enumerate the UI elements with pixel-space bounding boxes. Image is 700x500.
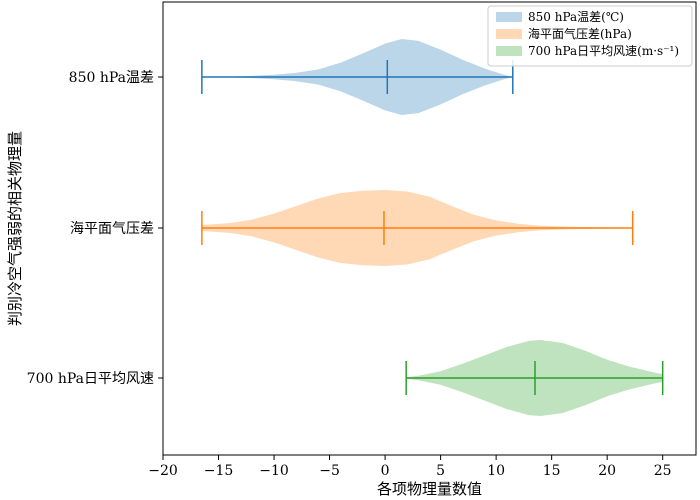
legend-swatch: [496, 12, 522, 22]
x-tick-label: −5: [319, 463, 340, 479]
legend-box: [487, 5, 693, 67]
x-tick-label: 0: [381, 463, 390, 479]
x-tick-label: 10: [487, 463, 505, 479]
legend-label: 海平面气压差(hPa): [528, 26, 632, 41]
legend-swatch: [496, 46, 522, 56]
violins-layer: [201, 39, 664, 416]
x-tick-label: −20: [148, 463, 178, 479]
x-tick-label: 25: [654, 463, 672, 479]
x-tick-label: 20: [598, 463, 616, 479]
y-tick-label: 海平面气压差: [70, 221, 154, 237]
legend-label: 700 hPa日平均风速(m·s⁻¹): [528, 44, 679, 58]
legend-swatch: [496, 29, 522, 39]
x-tick-label: −10: [259, 463, 289, 479]
x-axis-title: 各项物理量数值: [377, 480, 482, 498]
x-axis: −20 −15 −10 −5 0 5 10 15 20 25: [148, 455, 672, 479]
legend-label: 850 hPa温差(℃): [528, 10, 624, 24]
y-tick-label: 850 hPa温差: [69, 70, 154, 86]
x-tick-label: 5: [436, 463, 445, 479]
x-tick-label: 15: [543, 463, 561, 479]
y-axis-title: 判别冷空气强弱的相关物理量: [6, 131, 24, 326]
y-tick-label: 700 hPa日平均风速: [27, 371, 154, 387]
x-tick-label: −15: [204, 463, 234, 479]
legend: 850 hPa温差(℃) 海平面气压差(hPa) 700 hPa日平均风速(m·s⁻…: [487, 5, 693, 67]
